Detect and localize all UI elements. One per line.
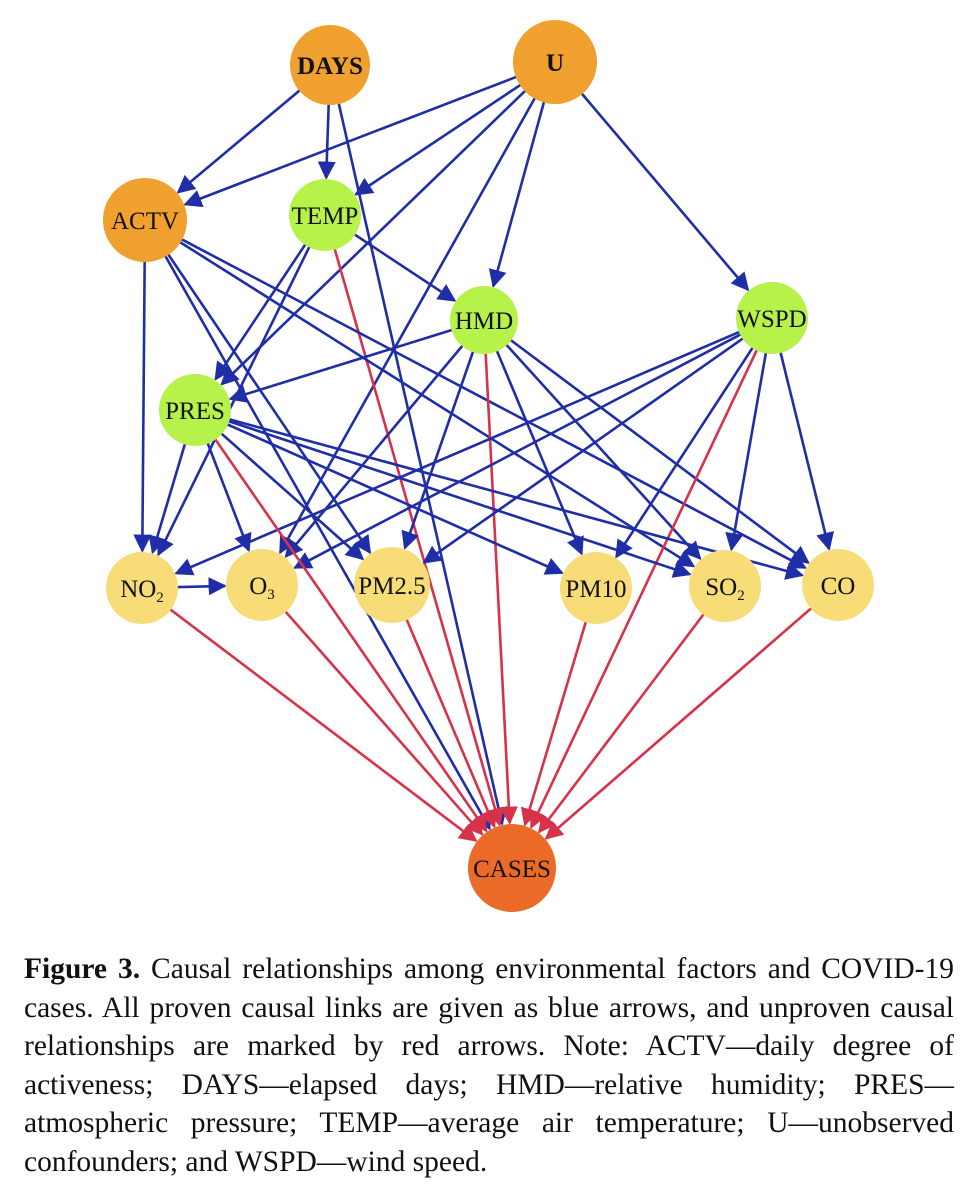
edge-no2-to-o3 [173,577,227,596]
node-label-subscript: 2 [156,590,164,606]
node-temp: TEMP [289,179,361,251]
edge-co-to-cases [544,605,815,840]
edge-pres-to-co [225,417,805,580]
edge-u-to-wspd [578,90,750,292]
node-circle-so2 [689,550,761,622]
node-circle-u [513,20,597,104]
node-cases: CASES [468,824,556,912]
figure-caption-text: Causal relationships among environmental… [24,953,954,1178]
edge-hmd-to-pres [228,327,456,403]
edge-u-to-hmd [488,98,547,289]
node-label-actv: ACTV [111,208,179,235]
node-hmd: HMD [450,286,518,354]
node-label-hmd: HMD [455,308,513,335]
node-circle-pm10 [560,552,632,624]
edge-days-to-cases [336,99,508,826]
node-wspd: WSPD [736,282,808,354]
edge-hmd-to-co [507,336,810,564]
node-circle-pres [159,374,231,446]
node-label-pm10: PM10 [565,576,626,603]
node-label-days: DAYS [297,53,363,80]
edge-hmd-to-pm10 [494,347,584,556]
node-circle-o3 [226,549,298,621]
figure-caption: Figure 3. Causal relationships among env… [24,950,954,1181]
edge-pres-to-pm25 [218,430,365,561]
edge-wspd-to-o3 [293,331,745,569]
edge-wspd-to-no2 [174,329,744,576]
edge-pres-to-o3 [205,439,252,553]
node-pm10: PM10 [560,552,632,624]
node-label-u: U [546,50,564,77]
edge-days-to-temp [317,100,336,180]
edge-hmd-to-o3 [284,342,466,558]
node-label-subscript: 2 [737,588,745,604]
edge-hmd-to-so2 [503,341,702,560]
edges-layer [133,74,835,842]
edge-actv-to-cases [162,252,491,831]
causal-diagram: DAYS U ACTV TEMP HMD WSPD PRES NO2 O3 PM2.5 PM10 SO… [103,20,874,912]
edge-wspd-to-pm10 [615,344,756,559]
node-so2: SO2 [689,550,761,622]
node-days: DAYS [290,25,370,105]
node-no2: NO2 [106,552,178,624]
node-label-subscript: 3 [267,587,275,603]
node-co: CO [802,549,874,621]
node-label-so2: SO2 [705,574,744,604]
node-label-cases: CASES [473,856,551,883]
edge-u-to-actv [183,74,520,208]
node-label-temp: TEMP [292,203,359,230]
edge-pres-to-so2 [224,418,692,578]
edge-actv-to-so2 [176,239,696,568]
edge-no2-to-cases [166,606,478,842]
edge-wspd-to-pm25 [422,335,747,564]
node-circle-no2 [106,552,178,624]
edge-temp-to-pres [214,240,309,381]
edge-wspd-to-cases [529,346,760,829]
edge-o3-to-cases [282,608,484,836]
node-pm25: PM2.5 [354,547,430,623]
edge-u-to-o3 [278,94,538,555]
edge-actv-to-co [177,236,807,569]
figure-label: Figure 3. [24,953,141,985]
edge-pres-to-no2 [148,440,188,555]
node-pres: PRES [159,374,231,446]
node-circle-wspd [736,282,808,354]
node-circle-cases [468,824,556,912]
edge-so2-to-cases [538,610,707,834]
node-label-o3: O3 [249,573,275,603]
node-label-no2: NO2 [120,576,164,606]
node-label-pm25: PM2.5 [358,573,425,600]
node-actv: ACTV [103,178,187,262]
node-label-wspd: WSPD [737,306,806,333]
nodes-layer: DAYS U ACTV TEMP HMD WSPD PRES NO2 O3 PM2.5 PM10 SO… [103,20,874,912]
edge-days-to-actv [176,87,304,194]
edge-actv-to-pm25 [165,250,372,555]
edge-temp-to-hmd [350,231,457,302]
edge-pres-to-cases [212,435,488,833]
node-circle-co [802,549,874,621]
edge-u-to-temp [354,81,525,196]
edge-hmd-to-cases [484,349,518,825]
node-circle-days [290,25,370,105]
node-label-co: CO [821,573,856,600]
edge-wspd-to-so2 [725,349,768,552]
node-circle-hmd [450,286,518,354]
node-label-pres: PRES [165,398,225,425]
edge-u-to-pres [220,87,529,386]
node-circle-temp [289,179,361,251]
edge-pm10-to-cases [520,618,589,827]
edge-hmd-to-pm25 [401,347,476,550]
edge-wspd-to-co [778,348,835,551]
edge-pm25-to-cases [404,615,497,829]
node-o3: O3 [226,549,298,621]
edge-pres-to-pm10 [223,421,564,575]
node-circle-actv [103,178,187,262]
edge-actv-to-no2 [133,257,152,553]
node-u: U [513,20,597,104]
node-circle-pm25 [354,547,430,623]
